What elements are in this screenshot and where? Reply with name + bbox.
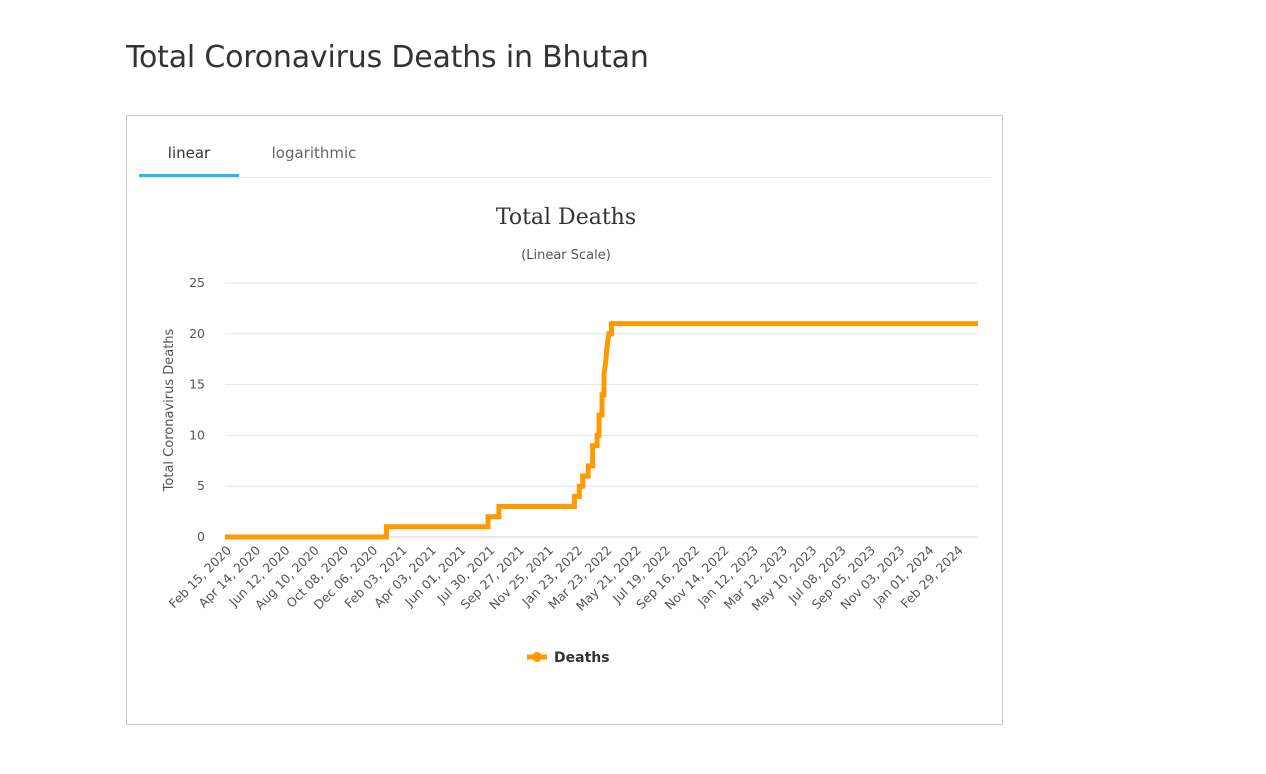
- legend-deaths-marker: [532, 652, 542, 662]
- y-tick-label: 10: [189, 427, 205, 442]
- deaths-series-line[interactable]: [225, 321, 978, 540]
- y-tick-label: 20: [189, 326, 205, 341]
- y-tick-label: 25: [189, 275, 205, 290]
- y-tick-label: 0: [197, 529, 205, 544]
- legend[interactable]: Deaths: [527, 650, 610, 666]
- scale-tabs: linear logarithmic: [139, 116, 991, 178]
- legend-deaths-label: Deaths: [554, 650, 610, 666]
- y-tick-label: 5: [197, 478, 205, 493]
- chart-subtitle: (Linear Scale): [521, 248, 611, 263]
- chart-svg: Total Deaths (Linear Scale) 0 5 10 15 20 25 T…: [162, 205, 978, 666]
- page-title: Total Coronavirus Deaths in Bhutan: [126, 40, 649, 75]
- y-axis-label: Total Coronavirus Deaths: [162, 328, 177, 492]
- tab-logarithmic[interactable]: logarithmic: [271, 144, 357, 162]
- tab-linear[interactable]: linear: [139, 116, 239, 177]
- chart-title: Total Deaths: [496, 205, 636, 230]
- y-tick-label: 15: [189, 377, 205, 392]
- chart-card: linear logarithmic Total Deaths (Linear …: [126, 115, 1003, 725]
- y-ticks: 0 5 10 15 20 25: [189, 275, 205, 544]
